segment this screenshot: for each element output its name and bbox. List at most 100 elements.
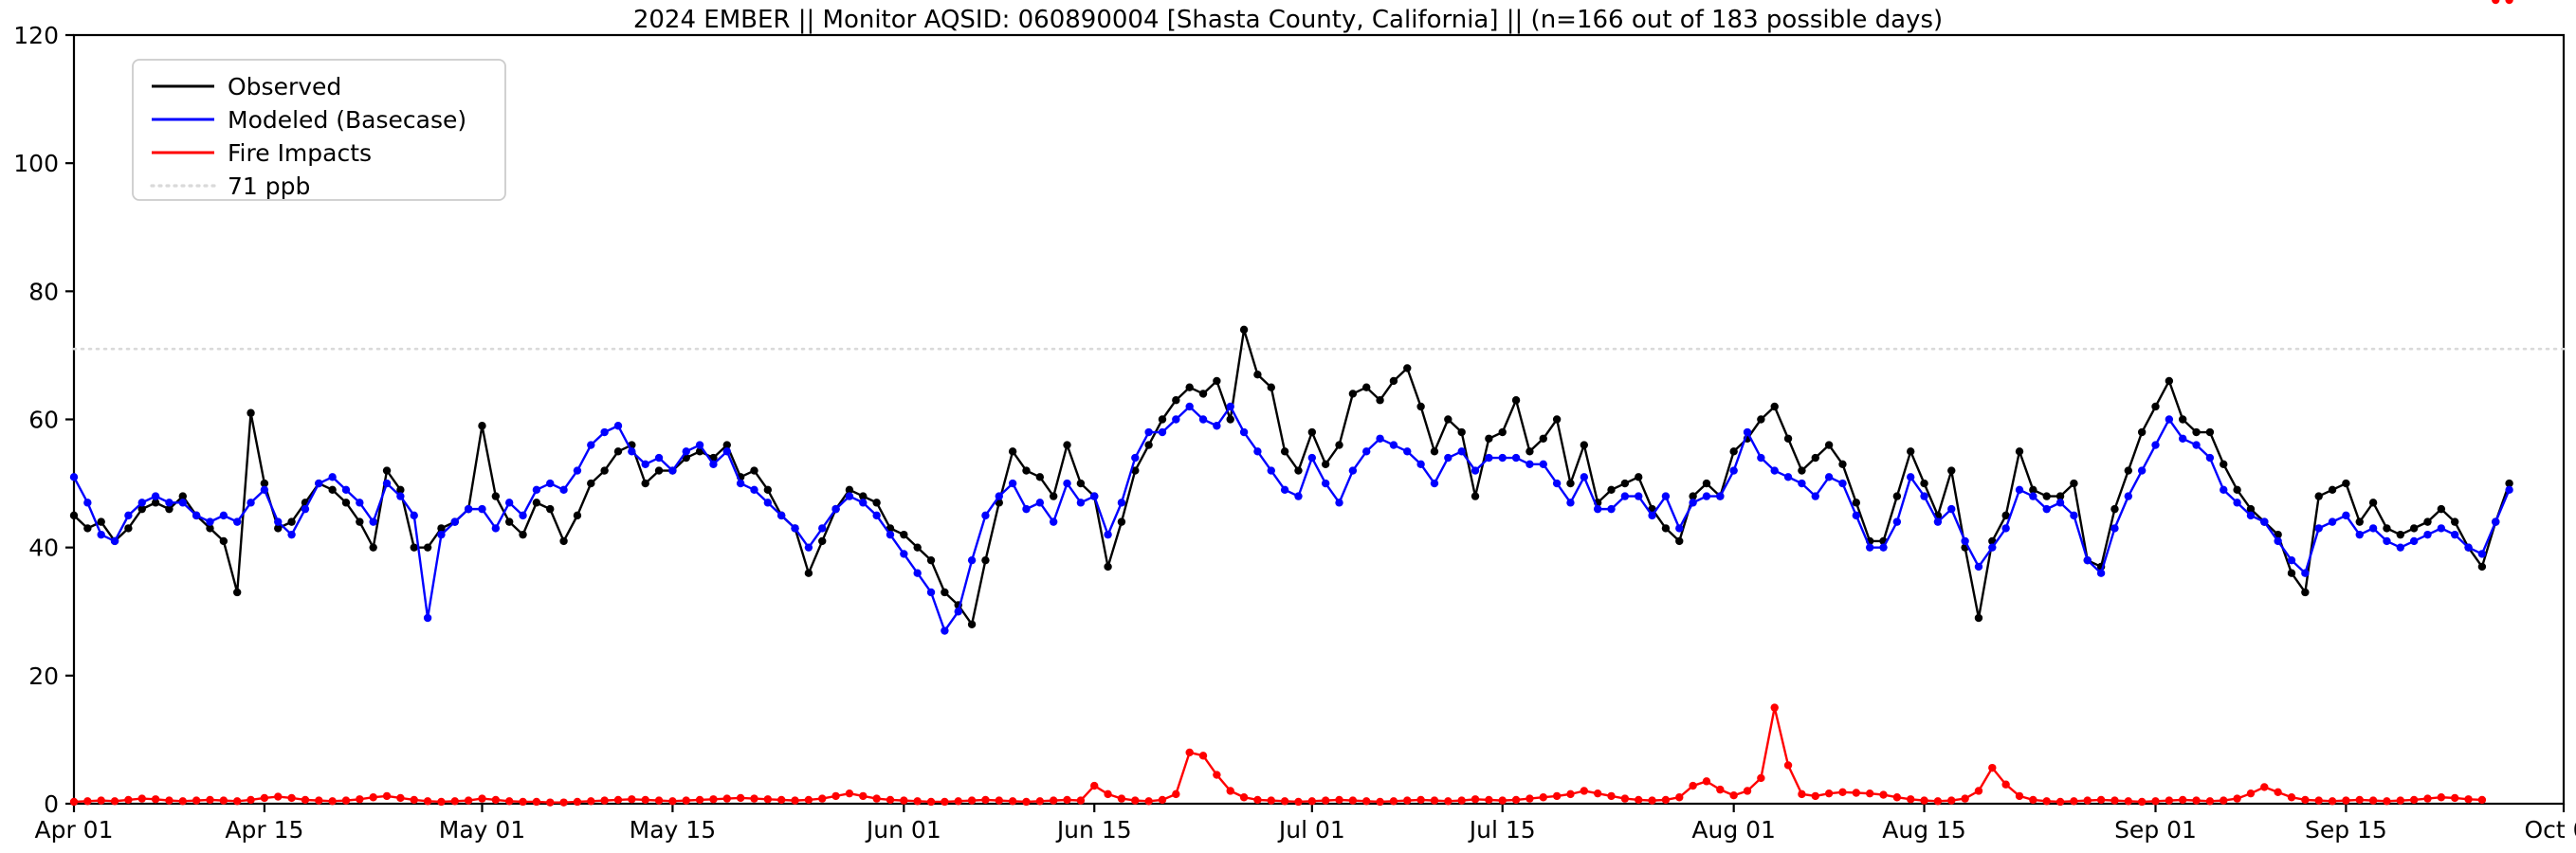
series-marker: [2070, 797, 2078, 806]
series-marker: [2110, 796, 2119, 805]
series-marker: [1798, 479, 1806, 488]
series-line: [72, 706, 2484, 804]
series-marker: [464, 504, 473, 514]
series-marker: [1239, 325, 1249, 335]
series-marker: [369, 793, 377, 802]
series-marker: [859, 791, 868, 801]
series-marker: [695, 441, 704, 449]
series-marker: [328, 473, 337, 481]
series-marker: [736, 793, 745, 803]
series-marker: [1076, 796, 1086, 805]
series-marker: [274, 524, 283, 533]
series-marker: [668, 797, 677, 806]
series-marker: [2151, 402, 2160, 411]
series-marker: [1090, 492, 1099, 500]
series-marker: [1063, 441, 1071, 449]
series-marker: [2192, 427, 2201, 437]
series-marker: [328, 485, 337, 495]
series-marker: [1376, 434, 1384, 443]
series-marker: [491, 492, 501, 500]
series-marker: [913, 797, 922, 806]
series-marker: [2001, 780, 2010, 789]
series-marker: [1879, 543, 1888, 552]
series-marker: [1416, 795, 1425, 805]
series-marker: [2342, 796, 2350, 805]
series-marker: [1444, 797, 1452, 806]
series-marker: [97, 517, 105, 526]
series-marker: [2437, 524, 2446, 533]
series-marker: [1403, 796, 1412, 805]
series-marker: [1335, 499, 1343, 507]
series-marker: [1022, 504, 1031, 514]
series-marker: [1131, 466, 1140, 475]
series-marker: [1974, 613, 1983, 623]
series-marker: [2314, 796, 2323, 805]
series-marker: [1661, 795, 1671, 805]
series-marker: [1362, 383, 1371, 391]
series-marker: [192, 796, 201, 805]
series-marker: [1035, 499, 1045, 507]
series-marker: [2001, 511, 2010, 520]
series-marker: [546, 479, 555, 488]
series-marker: [192, 511, 201, 520]
series-marker: [2029, 485, 2037, 495]
series-marker: [1090, 781, 1099, 790]
series-marker: [1158, 795, 1167, 805]
series-marker: [1770, 466, 1779, 475]
series-marker: [1185, 383, 1194, 391]
series-marker: [628, 795, 636, 804]
series-marker: [1757, 773, 1765, 783]
series-marker: [504, 797, 514, 806]
series-marker: [2246, 789, 2256, 798]
series-marker: [1974, 562, 1983, 572]
series-marker: [1566, 789, 1575, 799]
legend-label: 71 ppb: [228, 172, 310, 200]
series-marker: [1988, 543, 1997, 552]
series-marker: [464, 796, 473, 805]
x-axis-tick-label: Jul 15: [1468, 816, 1536, 844]
series-marker: [2220, 796, 2228, 805]
legend-box: [132, 59, 506, 201]
series-marker: [791, 796, 799, 805]
series-marker: [1335, 441, 1343, 449]
series-marker: [1811, 791, 1819, 801]
series-marker: [1838, 479, 1847, 488]
legend-label: Observed: [228, 73, 341, 100]
series-marker: [995, 796, 1003, 805]
series-marker: [722, 447, 731, 456]
series-marker: [1757, 415, 1765, 424]
series-marker: [532, 797, 541, 807]
series-marker: [1620, 479, 1630, 488]
series-marker: [559, 798, 568, 807]
series-marker: [1811, 453, 1819, 463]
series-marker: [1566, 479, 1575, 488]
page-title: 2024 EMBER || Monitor AQSID: 060890004 […: [632, 6, 1944, 34]
series-marker: [1049, 492, 1058, 500]
series-marker: [573, 511, 582, 520]
series-marker: [356, 795, 364, 804]
series-marker: [83, 499, 92, 507]
series-marker: [1552, 791, 1562, 801]
series-marker: [587, 479, 595, 488]
x-axis-tick-label: Jul 01: [1277, 816, 1345, 844]
series-marker: [613, 795, 623, 805]
series-marker: [1117, 517, 1126, 526]
series-marker: [1661, 524, 1671, 533]
series-marker: [2246, 504, 2256, 514]
series-marker: [2301, 569, 2310, 577]
series-marker: [2137, 466, 2147, 475]
series-marker: [1702, 777, 1711, 786]
series-marker: [1430, 796, 1439, 805]
series-marker: [1117, 794, 1126, 803]
series-marker: [1947, 796, 1956, 805]
series-marker: [1852, 499, 1861, 507]
series-marker: [2260, 783, 2269, 791]
series-marker: [2423, 530, 2432, 539]
series-marker: [1063, 795, 1071, 805]
x-axis-tick-label: Apr 15: [225, 816, 303, 844]
series-marker: [382, 466, 392, 475]
series-marker: [750, 466, 758, 475]
series-marker: [1158, 415, 1167, 424]
series-marker: [2124, 492, 2133, 500]
